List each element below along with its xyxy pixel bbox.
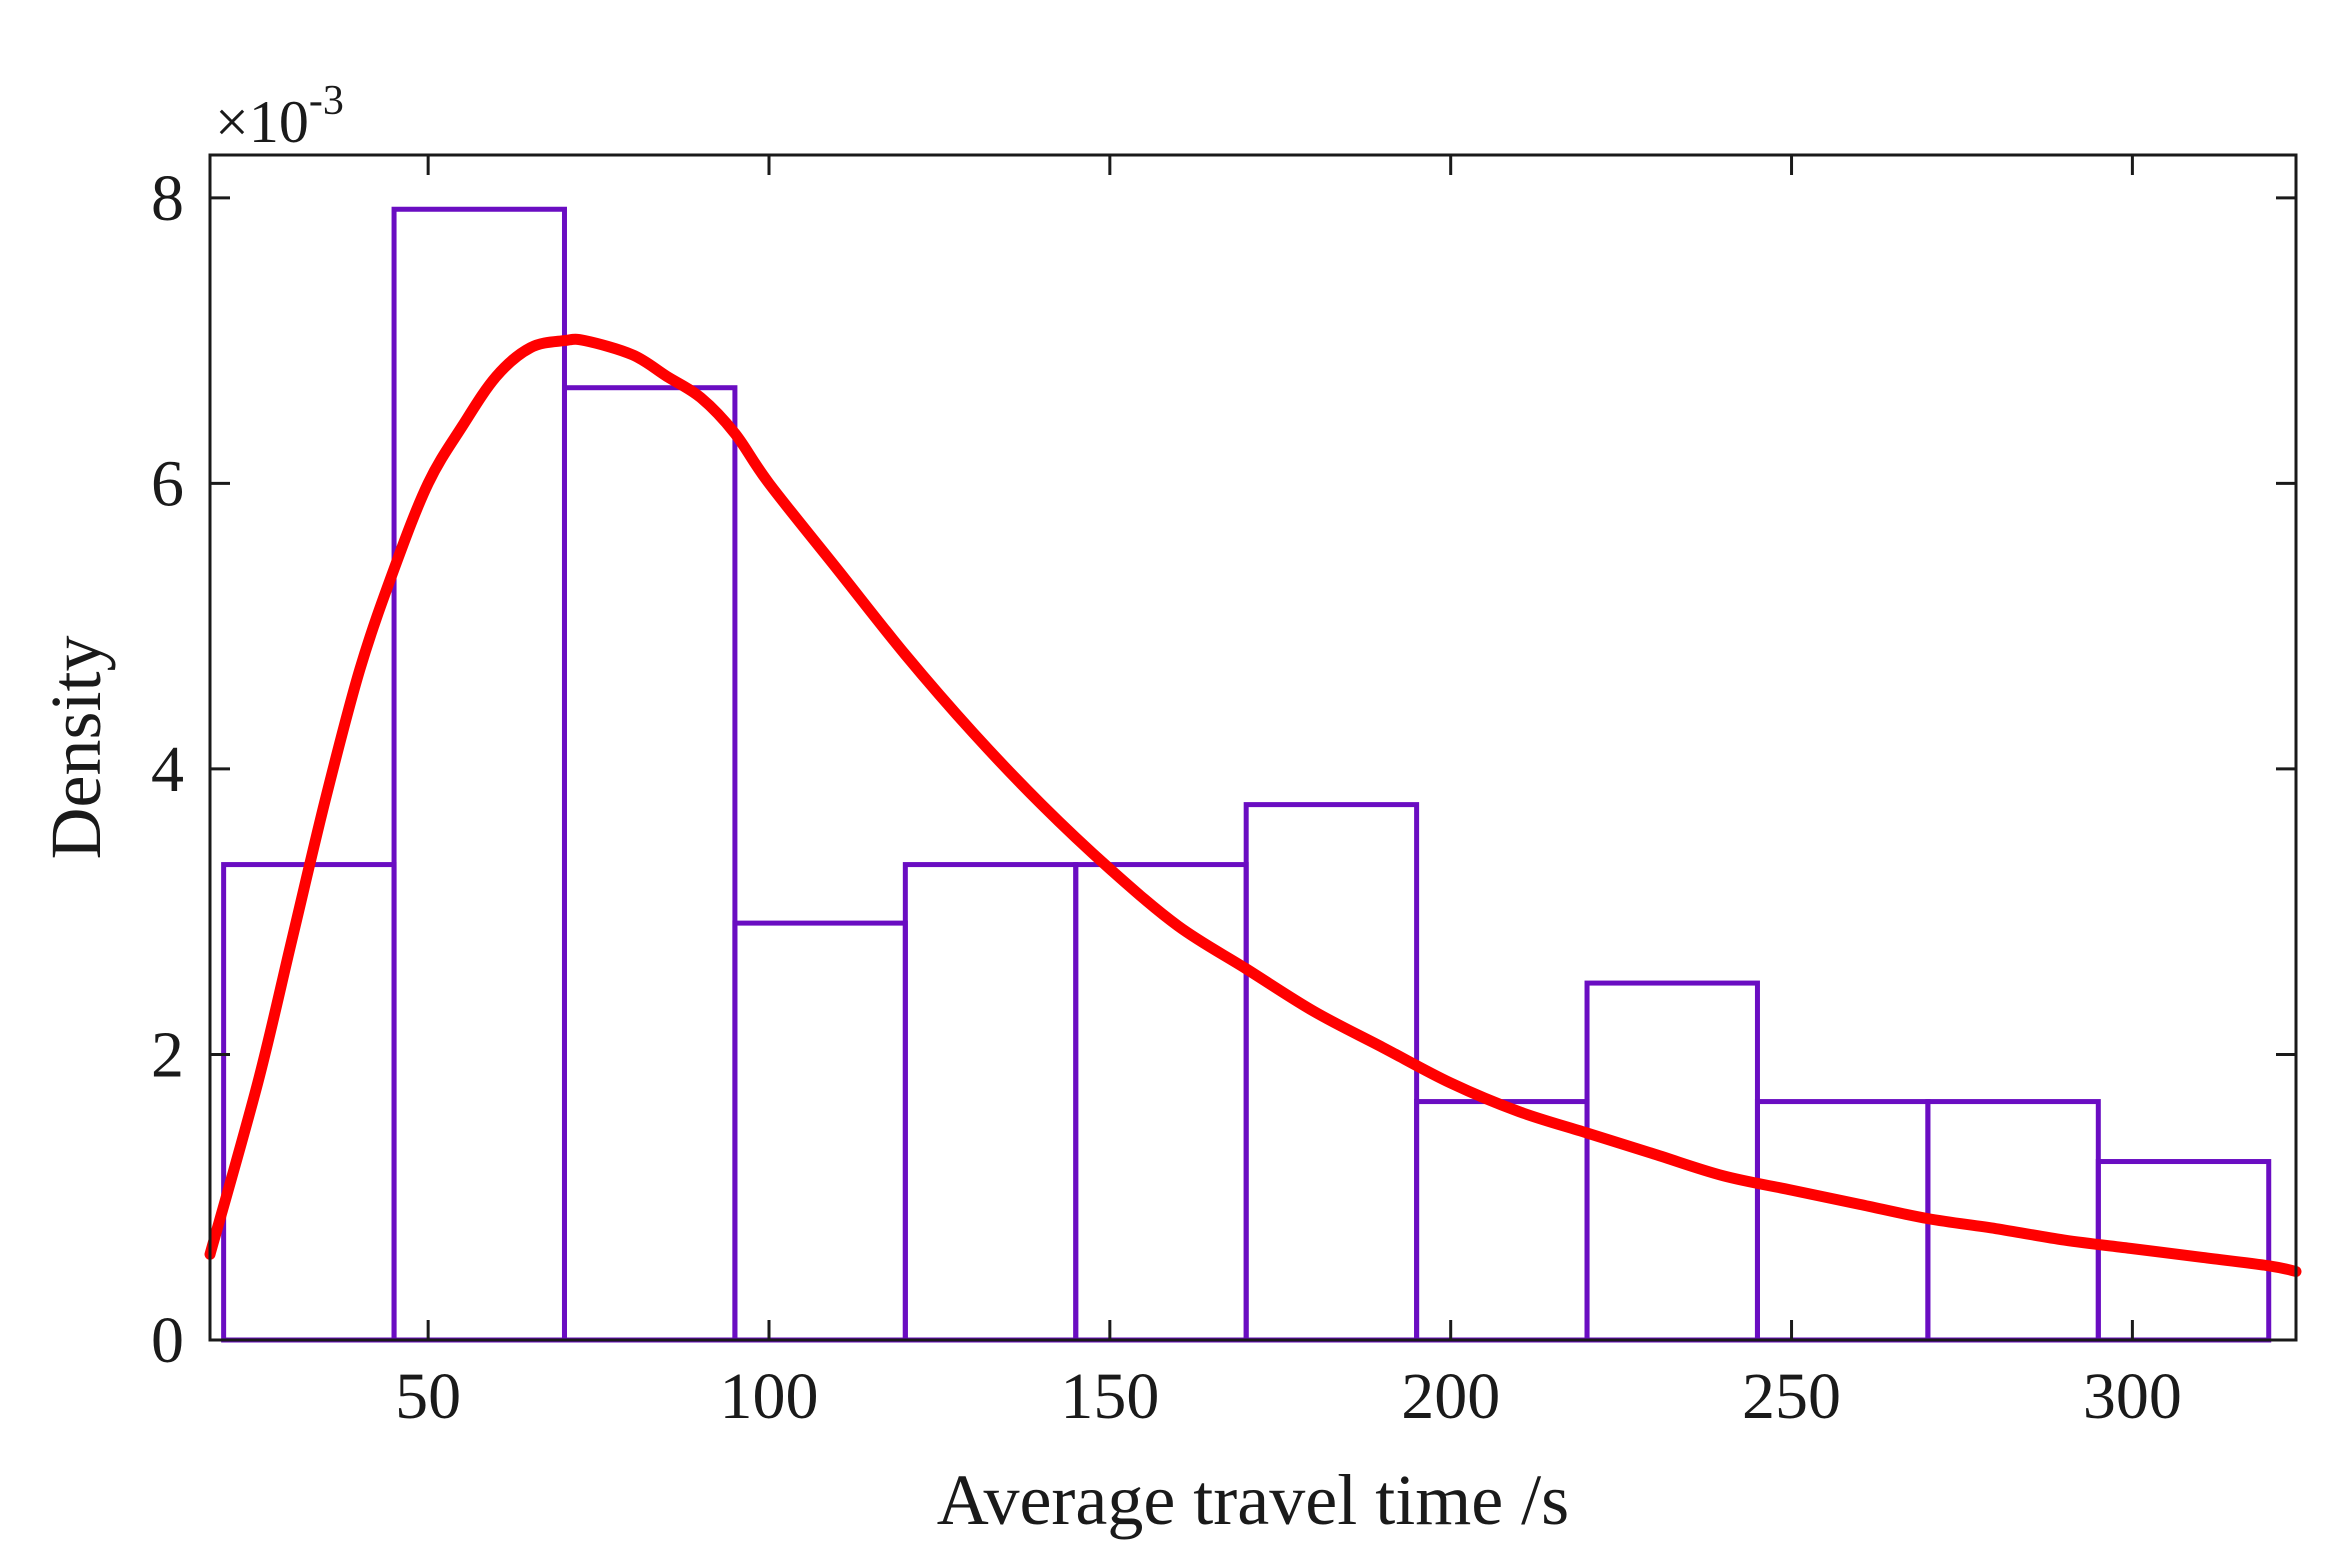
density-fit-curve bbox=[204, 333, 2302, 1277]
histogram-bar-6 bbox=[1243, 802, 1420, 1343]
y-tick-label-6: 6 bbox=[151, 447, 184, 520]
y-multiplier-exponent: -3 bbox=[309, 78, 344, 124]
histogram-bar-5 bbox=[1073, 862, 1249, 1343]
x-tick-label-100: 100 bbox=[719, 1360, 818, 1433]
x-tick-label-250: 250 bbox=[1742, 1360, 1841, 1433]
histogram-bar-7 bbox=[1414, 1099, 1590, 1343]
x-tick-label-300: 300 bbox=[2083, 1360, 2182, 1433]
x-axis-label: Average travel time /s bbox=[937, 1460, 1569, 1540]
y-tick-label-2: 2 bbox=[151, 1018, 184, 1091]
y-tick-label-8: 8 bbox=[151, 162, 184, 235]
y-tick-label-0: 0 bbox=[151, 1304, 184, 1377]
histogram-bars bbox=[221, 206, 2272, 1343]
x-tick-label-150: 150 bbox=[1060, 1360, 1159, 1433]
x-tick-label-200: 200 bbox=[1401, 1360, 1500, 1433]
histogram-bar-3 bbox=[732, 920, 908, 1343]
x-axis-ticks: 50 100 150 200 250 300 bbox=[395, 155, 2182, 1433]
histogram-bar-1 bbox=[391, 206, 567, 1343]
y-axis-multiplier: ×10-3 bbox=[215, 78, 344, 155]
histogram-bar-9 bbox=[1754, 1099, 1931, 1343]
y-axis-label: Density bbox=[36, 636, 116, 860]
histogram-bar-2 bbox=[561, 385, 738, 1343]
x-tick-label-50: 50 bbox=[395, 1360, 461, 1433]
histogram-bar-4 bbox=[902, 862, 1079, 1343]
plot-frame bbox=[208, 153, 2298, 1342]
y-axis-ticks: 0 2 4 6 8 bbox=[151, 162, 2296, 1377]
y-tick-label-4: 4 bbox=[151, 733, 184, 806]
y-multiplier-prefix: ×10 bbox=[215, 89, 309, 155]
